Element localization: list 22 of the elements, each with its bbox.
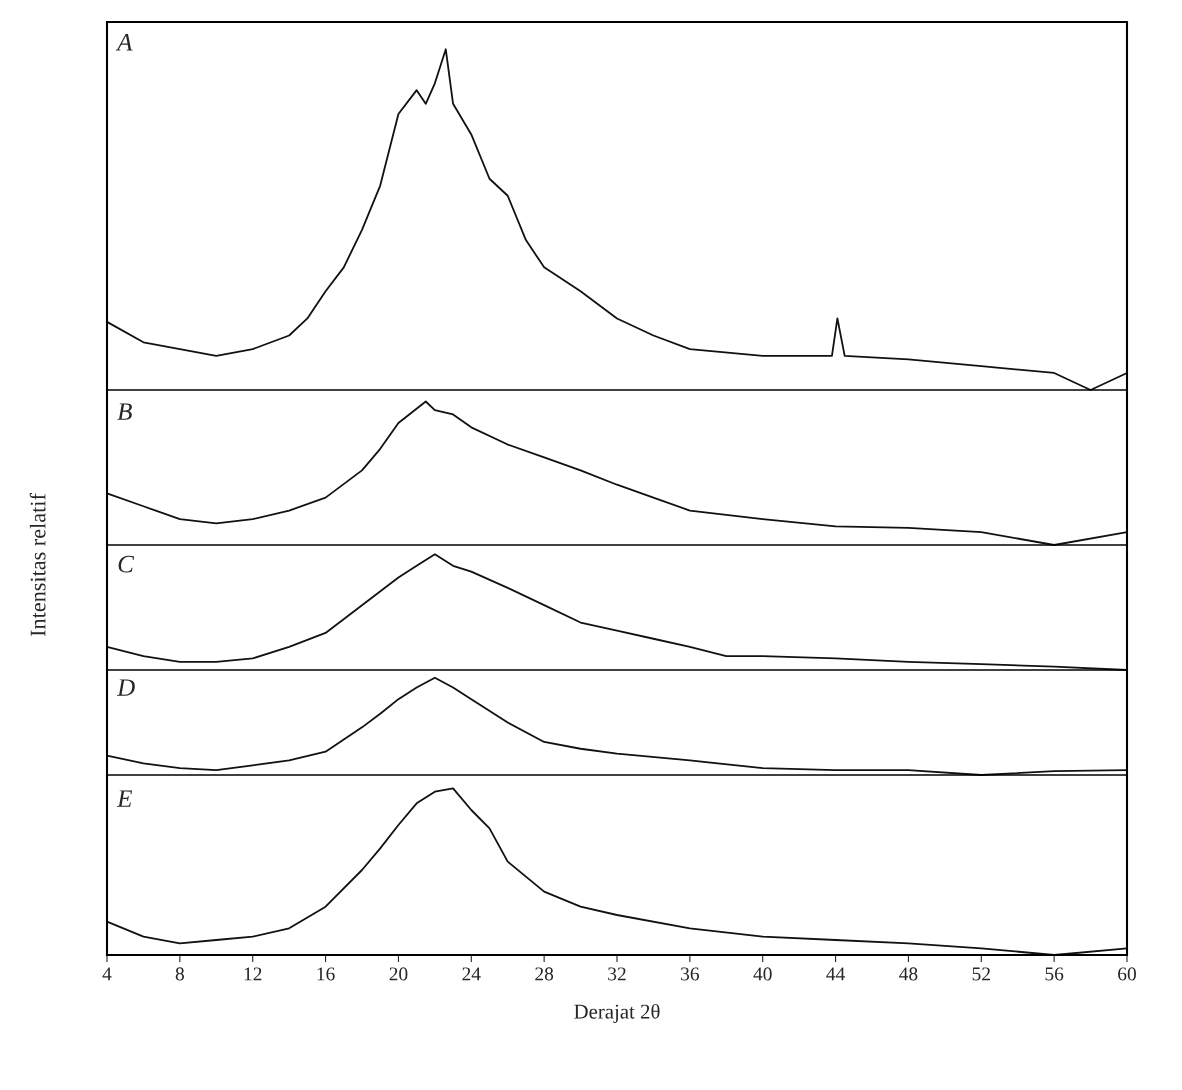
x-tick-label: 20 — [389, 967, 408, 981]
x-tick-label: 8 — [175, 967, 184, 981]
x-tick-label: 28 — [535, 967, 554, 981]
chart-title: D — [116, 679, 135, 696]
x-tick-label: 48 — [899, 967, 918, 981]
x-tick-label: 56 — [1045, 967, 1064, 981]
x-tick-label: 52 — [972, 967, 990, 981]
x-tick-label: 32 — [608, 967, 626, 981]
x-tick-label: 40 — [753, 967, 772, 981]
x-tick-label: 44 — [826, 967, 845, 981]
x-tick-label: 60 — [1118, 967, 1136, 981]
x-tick-label: 4 — [102, 967, 112, 981]
chart-title: C — [118, 555, 135, 573]
x-axis-title: Derajat 2θ — [574, 1003, 660, 1023]
x-tick-label: 36 — [681, 967, 699, 981]
chart-title: A — [115, 33, 133, 51]
y-axis-title: Intensitas relatif — [29, 493, 46, 637]
x-tick-label: 12 — [244, 967, 262, 981]
chart-title: E — [116, 790, 133, 807]
chart-title: B — [117, 403, 132, 420]
x-tick-label: 24 — [462, 967, 481, 981]
x-tick-label: 16 — [317, 967, 335, 981]
